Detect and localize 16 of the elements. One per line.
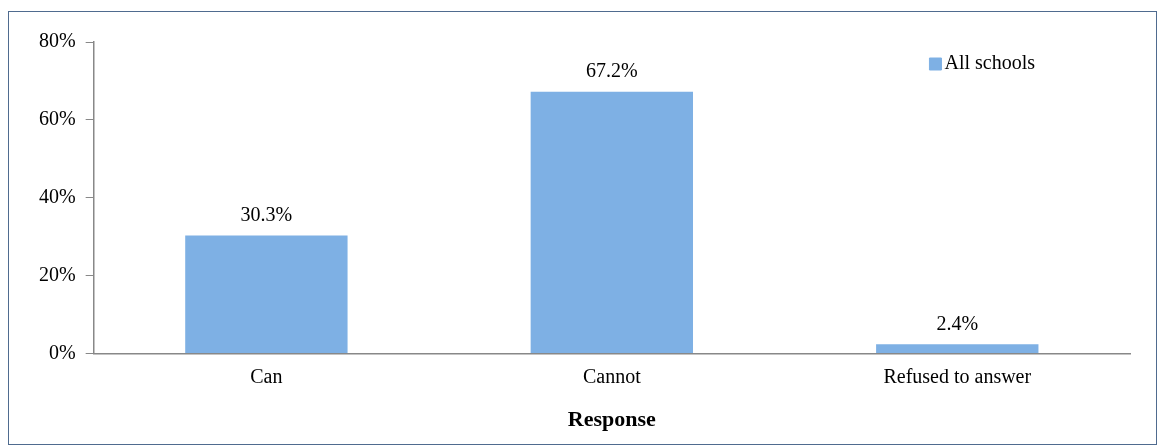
y-tick-label: 0% xyxy=(48,340,76,363)
x-tick-label: Can xyxy=(250,364,283,387)
y-tick-label: 80% xyxy=(38,29,76,52)
text: 2.4% xyxy=(936,311,979,334)
y-tick-label: 20% xyxy=(38,262,76,285)
y-tick-label: 60% xyxy=(38,107,76,130)
legend-label: All schools xyxy=(944,51,1036,74)
bar xyxy=(876,344,1039,354)
text: 30.3% xyxy=(240,202,293,225)
x-tick-label: Cannot xyxy=(582,364,642,387)
text: 67.2% xyxy=(585,59,638,82)
y-tick-label: 40% xyxy=(38,185,76,208)
bar xyxy=(530,91,694,354)
x-tick-label: Refused to answer xyxy=(883,364,1032,387)
x-axis-title: Response xyxy=(567,406,657,432)
bar xyxy=(185,235,348,354)
